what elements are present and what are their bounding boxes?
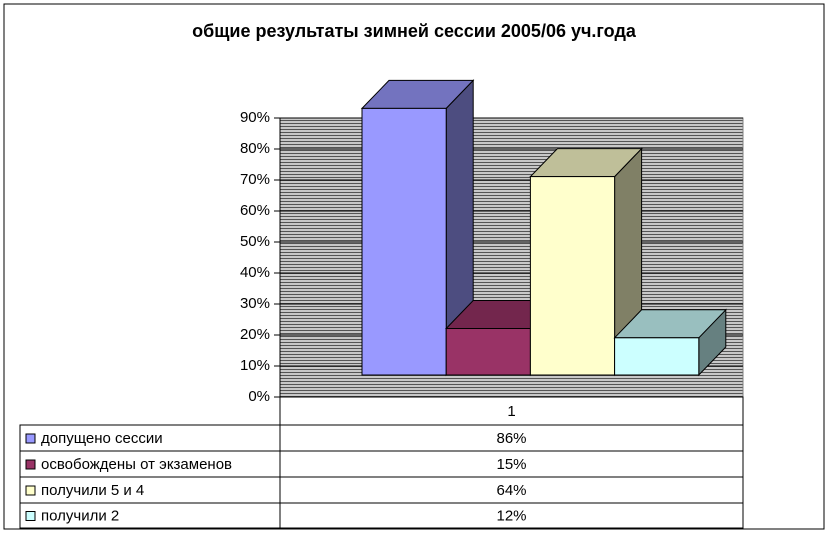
legend-swatch	[25, 485, 36, 496]
legend-label: получили 5 и 4	[41, 482, 144, 499]
data-label: 12%	[496, 507, 526, 524]
y-tick-label: 50%	[240, 233, 270, 250]
bar	[361, 107, 447, 376]
table-value-cell	[279, 502, 744, 529]
bar	[529, 176, 616, 376]
data-label: 86%	[496, 430, 526, 447]
y-tick-label: 80%	[240, 140, 270, 157]
legend-label: получили 2	[41, 507, 119, 524]
legend-label: освобождены от экзаменов	[41, 456, 232, 473]
bar	[614, 337, 700, 376]
legend-swatch	[25, 433, 36, 444]
data-label: 64%	[496, 482, 526, 499]
y-tick-label: 30%	[240, 295, 270, 312]
y-tick-label: 0%	[248, 388, 270, 405]
legend-label: допущено сессии	[41, 430, 163, 447]
legend-swatch	[25, 459, 36, 470]
y-tick-label: 10%	[240, 357, 270, 374]
x-tick-label: 1	[507, 403, 515, 420]
y-tick-label: 90%	[240, 109, 270, 126]
y-tick-label: 20%	[240, 326, 270, 343]
y-tick-label: 40%	[240, 264, 270, 281]
y-tick-label: 70%	[240, 171, 270, 188]
y-tick-label: 60%	[240, 202, 270, 219]
chart-title: общие результаты зимней сессии 2005/06 у…	[192, 21, 637, 41]
data-label: 15%	[496, 456, 526, 473]
legend-swatch	[25, 511, 36, 521]
bar	[445, 328, 531, 376]
